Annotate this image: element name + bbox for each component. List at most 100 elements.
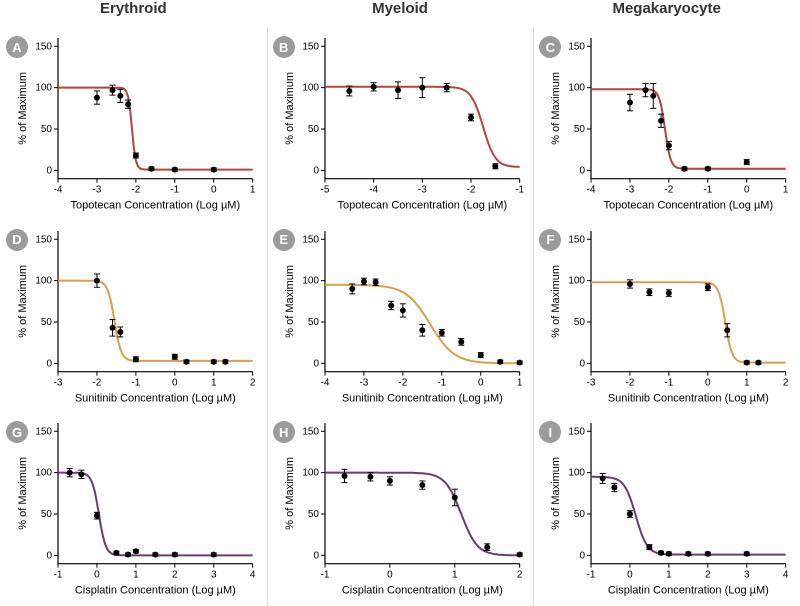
xtick-label: -2 bbox=[626, 377, 635, 388]
ytick-label: 150 bbox=[569, 234, 586, 245]
xtick-label: -1 bbox=[131, 377, 140, 388]
data-point bbox=[346, 88, 352, 94]
xtick-label: 2 bbox=[705, 570, 711, 581]
data-point bbox=[468, 114, 474, 120]
fit-curve bbox=[58, 88, 253, 170]
panel-B: B050100150-5-4-3-2-1% of MaximumTopoteca… bbox=[267, 28, 534, 221]
ytick-label: 150 bbox=[35, 427, 52, 438]
ytick-label: 100 bbox=[35, 468, 52, 479]
ytick-label: 150 bbox=[35, 41, 52, 52]
dose-response-plot: 050100150-5-4-3-2-1% of MaximumTopotecan… bbox=[267, 28, 534, 221]
xtick-label: -4 bbox=[54, 185, 63, 196]
data-point bbox=[117, 329, 123, 335]
data-point bbox=[458, 339, 464, 345]
panel-G: G050100150-101234% of MaximumCisplatin C… bbox=[0, 413, 267, 606]
data-point bbox=[627, 100, 633, 106]
xtick-label: -4 bbox=[369, 185, 378, 196]
data-point bbox=[744, 159, 750, 165]
data-point bbox=[148, 166, 154, 172]
xtick-label: 0 bbox=[94, 570, 100, 581]
xtick-label: 1 bbox=[744, 377, 750, 388]
xtick-label: 3 bbox=[744, 570, 750, 581]
data-point bbox=[419, 482, 425, 488]
xtick-label: -1 bbox=[170, 185, 179, 196]
ytick-label: 150 bbox=[569, 427, 586, 438]
ytick-label: 0 bbox=[313, 551, 319, 562]
data-point bbox=[651, 93, 657, 99]
dose-response-plot: 050100150-101234% of MaximumCisplatin Co… bbox=[533, 413, 800, 606]
xtick-label: -2 bbox=[398, 377, 407, 388]
data-point bbox=[395, 87, 401, 93]
ytick-label: 50 bbox=[41, 124, 53, 135]
y-axis-label: % of Maximum bbox=[550, 457, 562, 530]
data-point bbox=[387, 478, 393, 484]
col-header-megakaryocyte: Megakaryocyte bbox=[533, 0, 800, 28]
xtick-label: 1 bbox=[783, 185, 789, 196]
xtick-label: -2 bbox=[665, 185, 674, 196]
data-point bbox=[172, 552, 178, 558]
data-point bbox=[211, 167, 217, 173]
ytick-label: 150 bbox=[302, 234, 319, 245]
xtick-label: 4 bbox=[250, 570, 256, 581]
x-axis-label: Sunitinib Concentration (Log µM) bbox=[608, 392, 769, 404]
xtick-label: -1 bbox=[665, 377, 674, 388]
data-point bbox=[113, 550, 119, 556]
fit-curve bbox=[58, 473, 253, 556]
data-point bbox=[172, 353, 178, 359]
xtick-label: 0 bbox=[172, 377, 178, 388]
ytick-label: 150 bbox=[302, 427, 319, 438]
data-point bbox=[744, 359, 750, 365]
data-point bbox=[133, 549, 139, 555]
data-point bbox=[388, 302, 394, 308]
ytick-label: 50 bbox=[574, 124, 586, 135]
col-header-erythroid: Erythroid bbox=[0, 0, 267, 28]
fit-curve bbox=[591, 89, 786, 168]
data-point bbox=[612, 485, 618, 491]
x-axis-label: Topotecan Concentration (Log µM) bbox=[71, 200, 241, 212]
data-point bbox=[67, 470, 73, 476]
data-point bbox=[705, 284, 711, 290]
ytick-label: 50 bbox=[574, 509, 586, 520]
ytick-label: 100 bbox=[35, 275, 52, 286]
data-point bbox=[183, 358, 189, 364]
data-point bbox=[658, 550, 664, 556]
data-point bbox=[492, 163, 498, 169]
dose-response-plot: 050100150-4-3-2-101% of MaximumSunitinib… bbox=[267, 221, 534, 414]
data-point bbox=[516, 359, 522, 365]
xtick-label: 1 bbox=[250, 185, 256, 196]
data-point bbox=[600, 476, 606, 482]
data-point bbox=[125, 101, 131, 107]
data-point bbox=[484, 544, 490, 550]
y-axis-label: % of Maximum bbox=[284, 457, 296, 530]
xtick-label: 0 bbox=[744, 185, 750, 196]
dose-response-plot: 050100150-3-2-1012% of MaximumSunitinib … bbox=[533, 221, 800, 414]
xtick-label: -3 bbox=[587, 377, 596, 388]
data-point bbox=[477, 352, 483, 358]
dose-response-figure: Erythroid Myeloid Megakaryocyte A0501001… bbox=[0, 0, 800, 606]
dose-response-plot: 050100150-4-3-2-101% of MaximumTopotecan… bbox=[0, 28, 267, 221]
data-point bbox=[372, 279, 378, 285]
ytick-label: 100 bbox=[302, 275, 319, 286]
data-point bbox=[705, 166, 711, 172]
xtick-label: 0 bbox=[478, 377, 484, 388]
x-axis-label: Sunitinib Concentration (Log µM) bbox=[75, 392, 236, 404]
dose-response-plot: 050100150-4-3-2-101% of MaximumTopotecan… bbox=[533, 28, 800, 221]
ytick-label: 50 bbox=[308, 124, 320, 135]
data-point bbox=[211, 552, 217, 558]
y-axis-label: % of Maximum bbox=[550, 72, 562, 145]
data-point bbox=[627, 281, 633, 287]
ytick-label: 100 bbox=[35, 83, 52, 94]
data-point bbox=[725, 327, 731, 333]
ytick-label: 100 bbox=[569, 83, 586, 94]
ytick-label: 50 bbox=[308, 509, 320, 520]
data-point bbox=[172, 167, 178, 173]
y-axis-label: % of Maximum bbox=[17, 265, 29, 338]
data-point bbox=[647, 544, 653, 550]
xtick-label: -3 bbox=[92, 185, 101, 196]
data-point bbox=[361, 278, 367, 284]
fit-curve bbox=[591, 282, 786, 362]
xtick-label: 1 bbox=[452, 570, 458, 581]
ytick-label: 150 bbox=[302, 41, 319, 52]
ytick-label: 150 bbox=[569, 41, 586, 52]
xtick-label: 1 bbox=[211, 377, 217, 388]
